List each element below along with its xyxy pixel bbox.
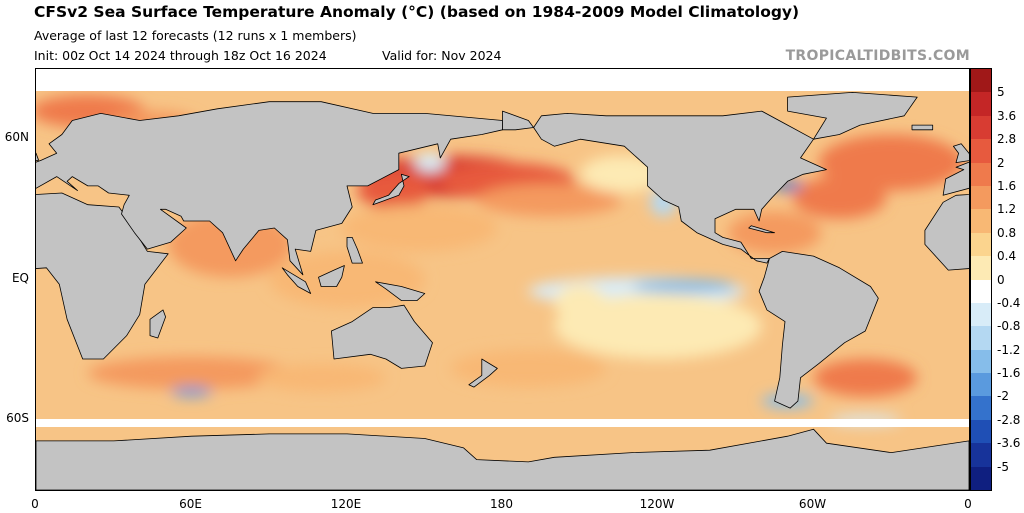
- colorbar-segment: [971, 302, 991, 327]
- lon-label: 0: [964, 497, 972, 511]
- lon-label: 180: [490, 497, 513, 511]
- arctic-ice: [36, 69, 969, 91]
- init-time: Init: 00z Oct 14 2024 through 18z Oct 16…: [34, 48, 327, 63]
- colorbar-segment: [971, 139, 991, 164]
- anomaly-region: [554, 284, 607, 322]
- colorbar-segment: [971, 69, 991, 93]
- new-zealand-landmass: [468, 358, 498, 388]
- land-masses: [36, 92, 969, 490]
- south-america-landmass: [758, 251, 879, 409]
- colorbar-label: 2: [997, 155, 1005, 170]
- antarctica-landmass: [36, 428, 969, 490]
- southern-ocean-ice: [36, 419, 969, 427]
- madagascar-landmass: [149, 309, 166, 339]
- philippines-landmass: [346, 237, 363, 264]
- anomaly-region: [792, 176, 887, 219]
- colorbar-label: -0.8: [997, 319, 1021, 334]
- colorbar-label: -3.6: [997, 436, 1021, 451]
- africa-landmass: [924, 194, 969, 271]
- colorbar-label: 2.8: [997, 132, 1017, 147]
- anomaly-region: [269, 251, 425, 308]
- iceland-landmass: [911, 124, 934, 131]
- colorbar-label: -1.6: [997, 366, 1021, 381]
- cuba-landmass: [748, 225, 775, 234]
- colorbar-label: 5: [997, 85, 1005, 100]
- colorbar-label: -1.2: [997, 342, 1021, 357]
- colorbar-segment: [971, 326, 991, 351]
- anomaly-region: [170, 387, 213, 397]
- colorbar-segment: [971, 92, 991, 117]
- colorbar-segment: [971, 349, 991, 374]
- lon-label: 120W: [639, 497, 675, 511]
- anomaly-region: [476, 183, 622, 217]
- anomaly-region: [632, 279, 736, 294]
- colorbar-label: 0.4: [997, 249, 1017, 264]
- anomaly-region: [580, 155, 664, 193]
- colorbar-segment: [971, 396, 991, 421]
- colorbar-segment: [971, 256, 991, 280]
- lon-label: 0: [31, 497, 39, 511]
- eurasia-landmass: [942, 161, 969, 196]
- colorbar-segment: [971, 466, 991, 491]
- sst-anomaly-map: [35, 68, 970, 491]
- uk-landmass: [953, 143, 969, 163]
- colorbar-segment: [971, 115, 991, 140]
- anomaly-region: [554, 293, 762, 360]
- anomaly-region: [414, 153, 446, 172]
- lat-label: 60N: [4, 130, 29, 145]
- sumatra-landmass: [281, 267, 312, 294]
- colorbar-label: -0.4: [997, 295, 1021, 310]
- colorbar-label: -5: [997, 459, 1009, 474]
- colorbar-segment: [971, 185, 991, 210]
- colorbar-segment: [971, 209, 991, 234]
- lon-label: 120E: [330, 497, 362, 511]
- colorbar-segment: [971, 279, 991, 304]
- colorbar: [970, 68, 992, 491]
- anomaly-region: [818, 134, 964, 191]
- chart-title: CFSv2 Sea Surface Temperature Anomaly (°…: [34, 3, 800, 21]
- colorbar-label: 3.6: [997, 108, 1017, 123]
- anomaly-region: [813, 359, 918, 397]
- anomaly-region: [450, 349, 607, 388]
- north-america-landmass: [533, 110, 827, 264]
- lat-label: 60S: [6, 410, 29, 425]
- chart-subtitle: Average of last 12 forecasts (12 runs x …: [34, 28, 357, 43]
- eurasia-east-landmass: [502, 110, 534, 131]
- eurasia-landmass: [36, 101, 503, 276]
- lat-label: EQ: [11, 270, 29, 285]
- lon-label: 60E: [179, 497, 202, 511]
- greenland-landmass: [787, 92, 918, 140]
- colorbar-segment: [971, 232, 991, 257]
- japan-landmass: [372, 173, 410, 206]
- watermark: TROPICALTIDBITS.COM: [785, 48, 970, 64]
- colorbar-label: 0.8: [997, 225, 1017, 240]
- australia-landmass: [331, 304, 433, 369]
- anomaly-field: [36, 94, 964, 425]
- colorbar-label: -2.8: [997, 412, 1021, 427]
- new-guinea-landmass: [375, 281, 426, 301]
- colorbar-segment: [971, 373, 991, 397]
- africa-landmass: [36, 192, 169, 360]
- colorbar-segment: [971, 162, 991, 187]
- borneo-landmass: [318, 265, 345, 287]
- valid-time: Valid for: Nov 2024: [382, 48, 502, 63]
- anomaly-region: [87, 356, 296, 390]
- colorbar-segment: [971, 443, 991, 468]
- colorbar-label: -2: [997, 389, 1009, 404]
- colorbar-label: 1.2: [997, 202, 1017, 217]
- lon-label: 60W: [798, 497, 827, 511]
- anomaly-region: [256, 363, 386, 392]
- anomaly-region: [341, 204, 498, 252]
- colorbar-label: 0: [997, 272, 1005, 287]
- uk-landmass: [36, 152, 39, 162]
- colorbar-label: 1.6: [997, 178, 1017, 193]
- colorbar-segment: [971, 419, 991, 444]
